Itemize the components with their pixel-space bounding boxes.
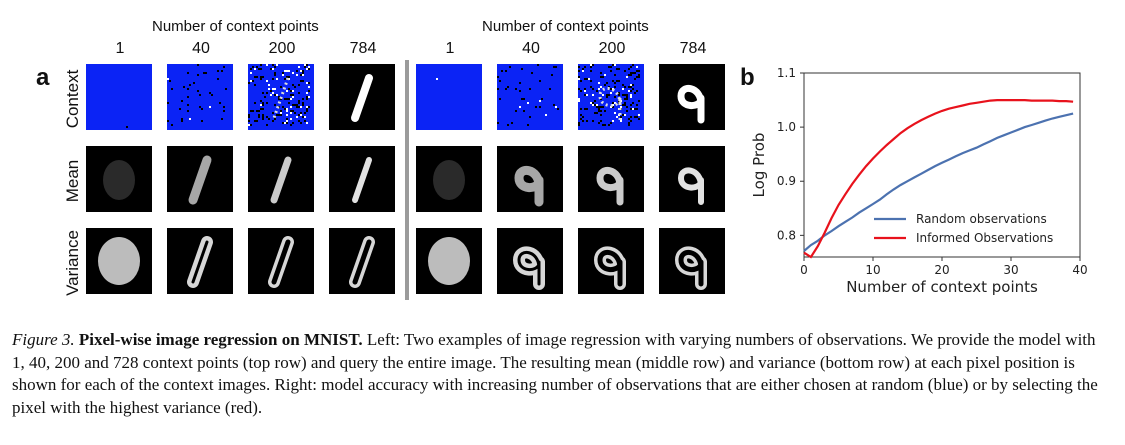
image-tile-mean-right-2 (497, 146, 563, 212)
y-tick-label: 1.1 (777, 66, 796, 80)
image-tile-context-left-1 (86, 64, 152, 130)
chart-svg: 0 10 20 30 40 0.8 0.9 1.0 1.1 Number of context p… (750, 66, 1088, 296)
figure-caption: Figure 3. Pixel-wise image regression on… (12, 329, 1112, 419)
panel-divider (405, 60, 409, 300)
image-tile-variance-right-3 (578, 228, 644, 294)
row-label-mean: Mean (63, 159, 82, 203)
y-tick-label: 0.8 (777, 228, 796, 242)
image-tile-mean-left-3 (248, 146, 314, 212)
image-tile-mean-left-1 (86, 146, 152, 212)
x-tick-label: 0 (800, 263, 808, 277)
image-tile-context-left-4 (329, 64, 395, 130)
image-tile-context-right-3 (578, 64, 644, 130)
count-label-200-right: 200 (598, 40, 626, 57)
caption-title: Pixel-wise image regression on MNIST. (78, 330, 363, 349)
count-label-784-right: 784 (679, 40, 707, 57)
image-tile-mean-right-1 (416, 146, 482, 212)
image-tile-context-right-2 (497, 64, 563, 130)
image-tile-context-left-3 (248, 64, 314, 130)
header-left: Number of context points (152, 18, 319, 35)
image-tile-context-right-1 (416, 64, 482, 130)
count-label-200: 200 (268, 40, 296, 57)
count-label-1-right: 1 (445, 40, 455, 57)
image-tile-variance-left-1 (86, 228, 152, 294)
image-tile-variance-right-1 (416, 228, 482, 294)
series-line-random (803, 112, 1074, 252)
image-tile-variance-left-4 (329, 228, 395, 294)
panel-letter-a: a (36, 64, 50, 91)
count-label-1: 1 (115, 40, 125, 57)
image-tile-context-right-4 (659, 64, 725, 130)
caption-figure-label: Figure 3. (12, 330, 75, 349)
image-tile-context-left-2 (167, 64, 233, 130)
x-tick-label: 30 (1003, 263, 1018, 277)
panel-letter-b: b (740, 64, 755, 91)
count-label-40: 40 (192, 40, 210, 57)
image-tile-variance-left-2 (167, 228, 233, 294)
legend-label-random: Random observations (916, 212, 1047, 226)
x-axis-label: Number of context points (846, 278, 1038, 296)
row-label-variance: Variance (63, 230, 82, 296)
log-prob-chart: 0 10 20 30 40 0.8 0.9 1.0 1.1 Number of context p… (740, 60, 1120, 300)
count-label-784: 784 (349, 40, 377, 57)
count-label-40-right: 40 (522, 40, 540, 57)
x-tick-label: 10 (865, 263, 880, 277)
image-tile-mean-right-4 (659, 146, 725, 212)
y-tick-label: 1.0 (777, 120, 796, 134)
image-tile-mean-left-4 (329, 146, 395, 212)
row-label-context: Context (63, 69, 82, 129)
series-line-informed (803, 99, 1074, 259)
image-tile-variance-right-4 (659, 228, 725, 294)
image-tile-mean-right-3 (578, 146, 644, 212)
y-tick-label: 0.9 (777, 174, 796, 188)
y-axis-label: Log Prob (750, 133, 768, 198)
image-tile-mean-left-2 (167, 146, 233, 212)
header-right: Number of context points (482, 18, 649, 35)
legend-label-informed: Informed Observations (916, 231, 1053, 245)
caption-body: Left: Two examples of image regression w… (12, 330, 1098, 417)
image-tile-variance-left-3 (248, 228, 314, 294)
x-tick-label: 40 (1072, 263, 1087, 277)
x-tick-label: 20 (934, 263, 949, 277)
image-tile-variance-right-2 (497, 228, 563, 294)
